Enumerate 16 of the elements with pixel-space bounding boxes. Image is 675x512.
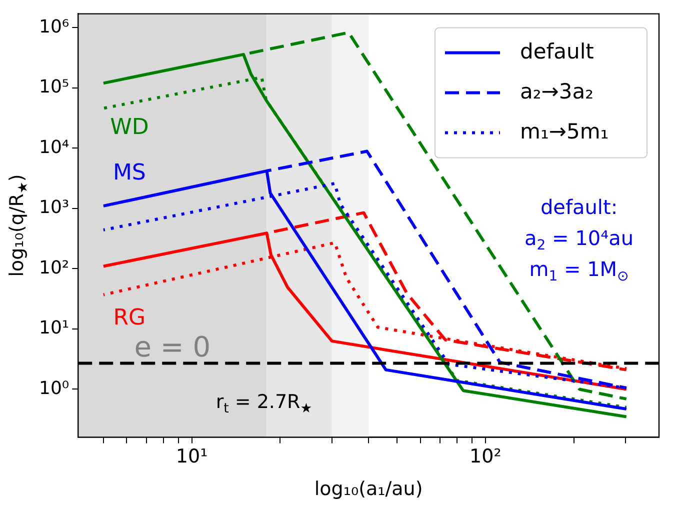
y-tick-label: 10³: [38, 197, 70, 218]
y-tick-label: 10⁰: [38, 378, 70, 399]
y-tick-label: 10⁴: [38, 136, 70, 158]
y-tick-label: 10⁶: [38, 16, 70, 38]
legend-label: m₁→5m₁: [520, 119, 609, 144]
annotation: MS: [112, 160, 146, 186]
y-tick-label: 10⁵: [38, 76, 70, 98]
x-axis-title: log₁₀(a₁/au): [314, 478, 423, 500]
annotation: RG: [113, 305, 146, 330]
band-label: e = 0: [134, 330, 211, 364]
y-tick-label: 10¹: [38, 318, 70, 339]
legend-label: default: [520, 39, 594, 64]
annotation: WD: [110, 114, 149, 140]
legend-label: a₂→3a₂: [520, 79, 594, 104]
y-axis-title: log₁₀(q/R★): [6, 174, 32, 277]
y-tick-label: 10²: [38, 257, 70, 278]
